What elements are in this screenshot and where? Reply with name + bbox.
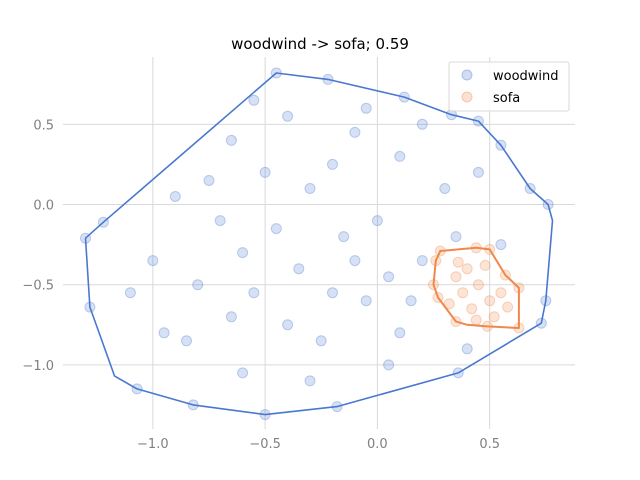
woodwind-point	[304, 183, 316, 194]
legend-box	[448, 61, 570, 112]
woodwind-point	[225, 311, 237, 323]
axis-ticks: −1.0 −0.5 0.0 0.5 −1.0 −0.5 0.0 0.5	[22, 118, 500, 452]
sofa-point	[470, 314, 482, 326]
woodwind-point	[416, 118, 428, 130]
legend-label-woodwind: woodwind	[493, 69, 559, 84]
sofa-point	[461, 263, 473, 275]
scatter-points	[80, 67, 554, 421]
y-tick-label: 0.5	[33, 118, 54, 133]
woodwind-point	[315, 335, 327, 347]
woodwind-point	[349, 255, 361, 267]
woodwind-point	[181, 335, 192, 347]
woodwind-point	[214, 215, 226, 227]
woodwind-point	[124, 287, 136, 299]
legend: woodwind sofa	[448, 61, 570, 112]
sofa-point	[450, 271, 462, 283]
sofa-point	[457, 287, 469, 299]
woodwind-point	[248, 94, 260, 106]
woodwind-point	[360, 102, 372, 114]
sofa-point	[472, 279, 484, 291]
woodwind-point	[192, 279, 204, 291]
x-tick-label: 0.0	[367, 437, 388, 452]
sofa-point	[452, 256, 464, 268]
legend-marker-sofa	[461, 91, 473, 103]
sofa-point	[443, 298, 455, 310]
woodwind-point	[259, 166, 271, 178]
woodwind-point	[225, 134, 237, 146]
woodwind-point	[304, 375, 316, 387]
woodwind-point	[405, 295, 417, 307]
woodwind-point	[270, 223, 282, 235]
hull-outlines	[84, 72, 554, 416]
woodwind-point	[461, 343, 473, 355]
x-tick-label: −0.5	[249, 437, 281, 452]
woodwind-point	[394, 327, 406, 339]
sofa-point	[495, 287, 507, 299]
grid-lines	[63, 57, 575, 429]
woodwind-point	[203, 175, 215, 186]
woodwind-point	[338, 231, 350, 243]
y-tick-label: −0.5	[22, 279, 54, 294]
woodwind-point	[472, 166, 484, 178]
x-tick-label: −1.0	[137, 437, 169, 452]
woodwind-point	[327, 287, 338, 299]
woodwind-point	[371, 215, 383, 227]
woodwind-point	[383, 359, 395, 371]
y-tick-label: −1.0	[22, 359, 54, 374]
sofa-point	[488, 311, 500, 323]
woodwind-point	[383, 271, 395, 283]
woodwind-hull	[84, 72, 554, 416]
woodwind-point	[495, 239, 507, 251]
woodwind-point	[237, 367, 249, 379]
sofa-point	[466, 303, 478, 315]
x-tick-label: 0.5	[479, 437, 500, 452]
woodwind-point	[169, 191, 181, 202]
sofa-hull	[432, 246, 520, 329]
woodwind-point	[237, 247, 249, 259]
woodwind-point	[147, 255, 159, 267]
sofa-point	[479, 259, 491, 271]
legend-marker-woodwind	[461, 69, 473, 81]
woodwind-point	[450, 231, 462, 243]
y-tick-label: 0.0	[33, 199, 54, 214]
legend-label-sofa: sofa	[493, 91, 520, 106]
woodwind-point	[349, 126, 361, 138]
woodwind-point	[158, 327, 170, 339]
woodwind-point	[282, 110, 294, 122]
sofa-point	[484, 295, 496, 307]
sofa-point	[502, 301, 514, 313]
woodwind-point	[360, 295, 372, 307]
woodwind-point	[248, 287, 260, 299]
woodwind-point	[327, 158, 338, 170]
chart-title: woodwind -> sofa; 0.59	[231, 35, 409, 53]
woodwind-point	[439, 183, 451, 194]
woodwind-point	[394, 150, 406, 162]
woodwind-point	[416, 255, 428, 267]
woodwind-point	[293, 263, 305, 275]
woodwind-point	[282, 319, 294, 331]
